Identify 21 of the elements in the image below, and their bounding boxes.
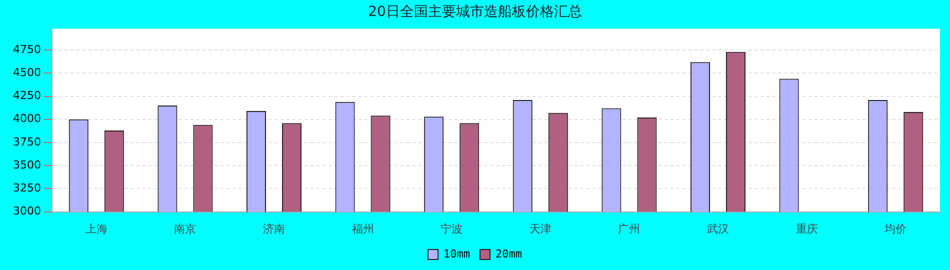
x-tick-label: 上海 (85, 222, 108, 236)
x-tick-label: 广州 (618, 222, 640, 236)
y-tick-label: 4250 (12, 89, 41, 102)
chart-title: 20日全国主要城市造船板价格汇总 (368, 4, 582, 20)
x-tick-label: 福州 (352, 222, 374, 236)
y-tick-label: 3500 (12, 158, 41, 172)
y-tick-label: 3250 (12, 182, 41, 195)
x-tick-label: 天津 (529, 222, 552, 236)
legend-label: 20mm (496, 247, 522, 260)
x-tick-label: 重庆 (796, 222, 818, 236)
y-tick-label: 4000 (12, 112, 41, 126)
x-tick-label: 武汉 (707, 222, 729, 236)
legend-label: 10mm (444, 247, 470, 260)
x-tick-label: 济南 (262, 222, 285, 236)
y-tick-label: 3750 (12, 135, 41, 148)
x-tick-label: 南京 (174, 222, 196, 236)
y-tick-label: 3000 (12, 204, 41, 218)
y-tick-label: 4750 (12, 42, 41, 56)
x-tick-label: 均价 (884, 222, 907, 236)
y-tick-label: 4500 (12, 66, 41, 80)
x-tick-label: 宁波 (440, 222, 463, 236)
